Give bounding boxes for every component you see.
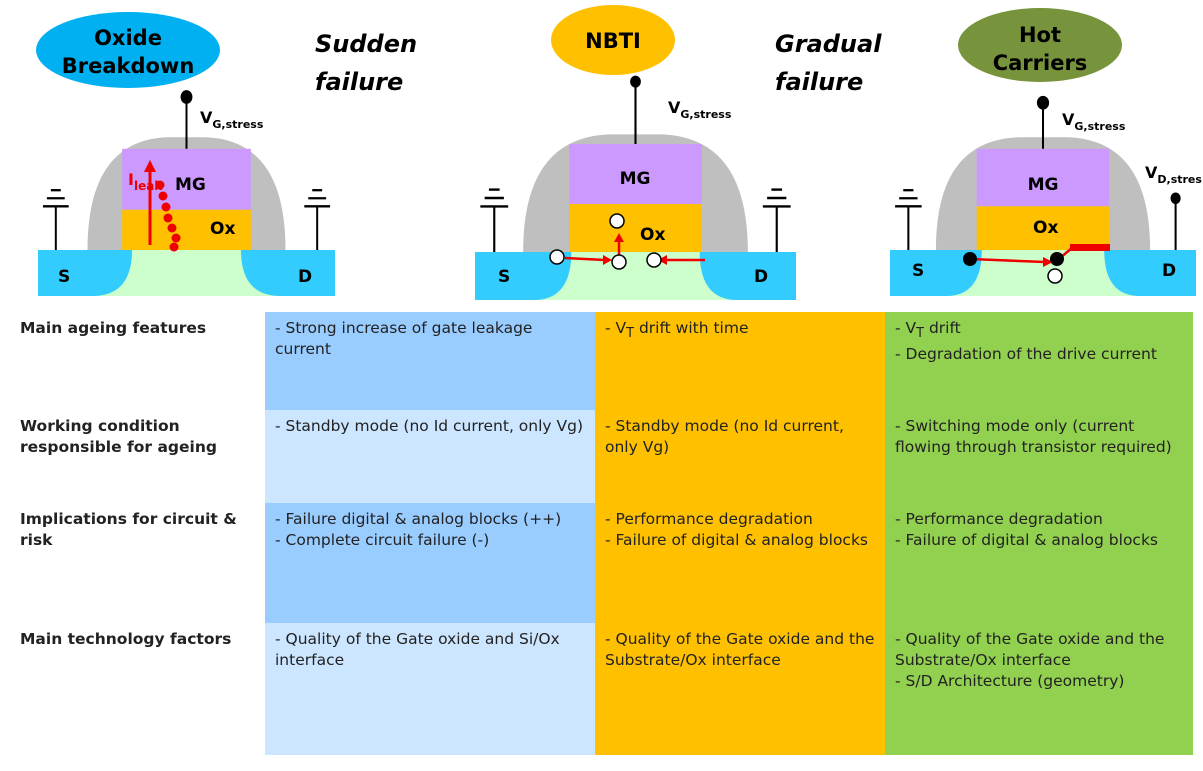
oxide-label: Ox (640, 225, 665, 245)
table-cell: - Switching mode only (current flowing t… (885, 410, 1193, 503)
source-label: S (498, 267, 510, 287)
cell-text: - Failure digital & analog blocks (++) (275, 510, 562, 528)
table-row: Implications for circuit & risk - Failure… (10, 503, 1193, 623)
table-cell: - Failure digital & analog blocks (++) - … (265, 503, 595, 623)
transistor (38, 90, 335, 296)
symbol: I (128, 170, 134, 189)
carrier (1050, 252, 1064, 266)
table-cell: - Strong increase of gate leakage curren… (265, 312, 595, 410)
table-cell: - Standby mode (no Id current, only Vg) (595, 410, 885, 503)
cell-text: - Failure of digital & analog blocks (605, 531, 869, 549)
table-row: Working condition responsible for ageing… (10, 410, 1193, 503)
title: NBTI (585, 29, 641, 53)
drain-label: D (1162, 261, 1176, 281)
table-cell: - Performance degradation - Failure of di… (595, 503, 885, 623)
transistor (475, 75, 796, 300)
voltage-label: VG,stress (1062, 110, 1126, 133)
cell-text: - Quality of the Gate oxide and Si/Ox in… (275, 630, 560, 669)
cell-text: - Standby mode (no Id current, only Vg) (275, 417, 584, 435)
diagram: Oxide Breakdown Sudden failure NBTI Grad… (36, 5, 1202, 300)
row-label: Implications for circuit & risk (20, 510, 237, 549)
subscript: T (916, 326, 925, 342)
title: Hot (1019, 23, 1061, 47)
failure: Sudden (315, 30, 417, 58)
symbol: V (668, 98, 681, 117)
failure: Gradual (775, 30, 882, 58)
subscript: leak (134, 179, 163, 193)
table-cell: - VT drift - Degradation of the drive cur… (885, 312, 1193, 410)
subscript: D,stres (1157, 173, 1202, 186)
cell-text: - VT drift (895, 318, 1183, 344)
table-cell: - Quality of the Gate oxide and Si/Ox in… (265, 623, 595, 755)
table-row: Main technology factors - Quality of the … (10, 623, 1193, 755)
row-label: Working condition responsible for ageing (20, 417, 217, 456)
arrow-head (144, 160, 156, 172)
table-cell: - Quality of the Gate oxide and the Subs… (885, 623, 1193, 755)
text: drift (924, 319, 961, 337)
cell-text: - Switching mode only (current flowing t… (895, 417, 1172, 456)
table-cell: - Standby mode (no Id current, only Vg) (265, 410, 595, 503)
arrows (564, 240, 705, 262)
cell-text: - VT drift with time (605, 318, 875, 344)
cell-text: - Quality of the Gate oxide and the Subs… (895, 630, 1165, 669)
title-ellipse (958, 8, 1122, 82)
table-cell: - Performance degradation - Failure of di… (885, 503, 1193, 623)
gate-label: MG (1028, 175, 1059, 195)
oxide-label: Ox (1033, 218, 1058, 238)
source-label: S (912, 261, 924, 281)
cell-text: - S/D Architecture (geometry) (895, 672, 1125, 690)
carrier (963, 252, 977, 266)
current-label: Ileak (128, 170, 163, 193)
cell-text: - Complete circuit failure (-) (275, 531, 490, 549)
table-cell: - Quality of the Gate oxide and the Subs… (595, 623, 885, 755)
damage (1070, 244, 1110, 251)
subscript: G,stress (212, 118, 263, 131)
cell-text: - Failure of digital & analog blocks (895, 531, 1159, 549)
voltage-label: VG,stress (668, 98, 732, 121)
carrier (1047, 268, 1063, 284)
arrow (969, 257, 1046, 264)
title-ellipse (36, 12, 220, 88)
symbol: V (200, 108, 213, 127)
title: Carriers (993, 51, 1088, 75)
failure: failure (315, 68, 403, 96)
drain-label: D (754, 267, 768, 287)
cell-text: - Strong increase of gate leakage curren… (275, 319, 533, 358)
table-cell: - VT drift with time (595, 312, 885, 410)
symbol: V (1062, 110, 1075, 129)
cell-text: - Quality of the Gate oxide and the Subs… (605, 630, 875, 669)
subscript: G,stress (680, 108, 731, 121)
voltage-label: VG,stress (200, 108, 264, 131)
arrow-head (1043, 257, 1053, 267)
cell-text: - Performance degradation (605, 510, 813, 528)
source-label: S (58, 267, 70, 287)
defects (155, 180, 181, 252)
carriers (549, 213, 662, 270)
gate-label: MG (175, 175, 206, 195)
drain-label: D (298, 267, 312, 287)
subscript: G,stress (1074, 120, 1125, 133)
title-ellipse (551, 5, 675, 75)
oxide-label: Ox (210, 219, 235, 239)
table-row: Main ageing features - Strong increase of… (10, 312, 1193, 410)
symbol: V (1145, 163, 1158, 182)
row-label: Main ageing features (20, 319, 207, 337)
title: Breakdown (62, 54, 195, 78)
arrow-heads (603, 233, 667, 265)
text: - V (895, 319, 917, 337)
text: - V (605, 319, 627, 337)
failure: failure (775, 68, 863, 96)
transistor (890, 95, 1196, 296)
text: drift with time (634, 319, 749, 337)
title: Oxide (94, 26, 162, 50)
cell-text: - Performance degradation (895, 510, 1103, 528)
cell-text: - Degradation of the drive current (895, 345, 1157, 364)
subscript: T (626, 326, 635, 342)
voltage-label: VD,stres (1145, 163, 1202, 186)
cell-text: - Standby mode (no Id current, only Vg) (605, 417, 844, 456)
gate-label: MG (620, 169, 651, 189)
table: Main ageing features - Strong increase of… (10, 312, 1193, 755)
row-label: Main technology factors (20, 630, 232, 648)
